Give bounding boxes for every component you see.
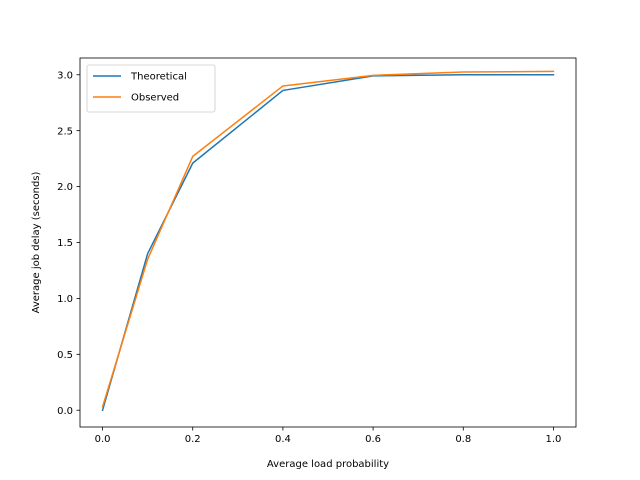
series-lines <box>101 70 555 412</box>
x-tick-label: 0.6 <box>365 434 381 445</box>
x-tick-label: 0.2 <box>185 434 201 445</box>
y-tick-label: 1.0 <box>57 294 73 305</box>
y-tick-label: 2.0 <box>57 182 73 193</box>
y-tick-label: 0.5 <box>57 350 73 361</box>
legend-label-observed: Observed <box>131 93 179 104</box>
x-tick-label: 1.0 <box>546 434 562 445</box>
x-tick-label: 0.4 <box>275 434 291 445</box>
y-axis-label: Average job delay (seconds) <box>31 171 42 313</box>
y-tick-label: 1.5 <box>57 238 73 249</box>
y-axis: 0.0 0.5 1.0 1.5 2.0 2.5 3.0 <box>57 70 80 417</box>
y-tick-label: 3.0 <box>57 70 73 81</box>
legend-label-theoretical: Theoretical <box>130 72 187 83</box>
y-tick-label: 2.5 <box>57 126 73 137</box>
legend: Theoretical Observed <box>86 64 216 113</box>
x-tick-label: 0.8 <box>455 434 471 445</box>
x-tick-label: 0.0 <box>95 434 111 445</box>
x-axis-label: Average load probability <box>267 459 389 470</box>
y-tick-label: 0.0 <box>57 406 73 417</box>
series-line-observed <box>101 70 555 408</box>
series-line-theoretical <box>101 74 555 412</box>
x-axis: 0.0 0.2 0.4 0.6 0.8 1.0 <box>95 427 562 445</box>
